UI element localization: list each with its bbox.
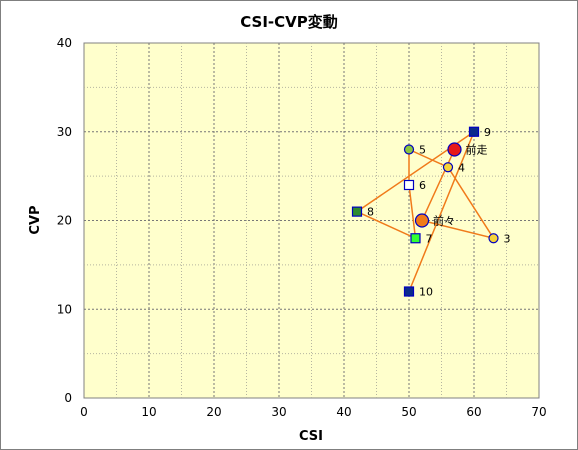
x-tick-label: 30	[271, 405, 286, 419]
data-label: 前走	[466, 143, 488, 157]
x-axis-title: CSI	[299, 429, 323, 444]
data-point-7	[410, 233, 421, 244]
data-point-3	[488, 233, 499, 244]
data-point-4	[442, 162, 454, 173]
data-point-9	[468, 126, 480, 137]
x-tick-label: 70	[531, 405, 546, 419]
x-tick-label: 40	[336, 405, 351, 419]
data-point-10	[403, 286, 415, 297]
data-label: 8	[367, 206, 374, 219]
y-tick-label: 10	[57, 302, 72, 316]
data-label: 3	[504, 232, 511, 245]
data-point-1	[447, 142, 462, 157]
y-tick-label: 30	[57, 125, 72, 139]
data-point-6	[403, 179, 415, 191]
y-tick-label: 0	[64, 391, 72, 405]
y-tick-labels: 0 10 20 30 40	[57, 36, 72, 405]
data-label: 10	[419, 286, 433, 299]
data-point-8	[351, 206, 363, 217]
data-label: 前々	[433, 214, 455, 228]
data-label: 5	[419, 144, 426, 157]
data-label: 7	[426, 232, 433, 245]
trajectory-line	[355, 129, 496, 292]
x-tick-labels: 0 10 20 30 40 50 60 70	[80, 405, 546, 419]
y-axis-title: CVP	[28, 205, 43, 234]
x-tick-label: 50	[401, 405, 416, 419]
data-label: 6	[419, 179, 426, 192]
data-label: 4	[458, 161, 465, 174]
data-label: 9	[484, 126, 491, 139]
x-tick-label: 60	[466, 405, 481, 419]
data-point-2	[414, 213, 430, 228]
y-tick-label: 40	[57, 36, 72, 50]
chart-title: CSI-CVP変動	[240, 13, 338, 31]
y-tick-label: 20	[57, 214, 72, 228]
data-points	[351, 126, 499, 297]
x-tick-label: 0	[80, 405, 88, 419]
x-tick-label: 20	[206, 405, 221, 419]
x-tick-label: 10	[141, 405, 156, 419]
grid-lines	[84, 43, 539, 398]
data-point-5	[403, 144, 415, 155]
